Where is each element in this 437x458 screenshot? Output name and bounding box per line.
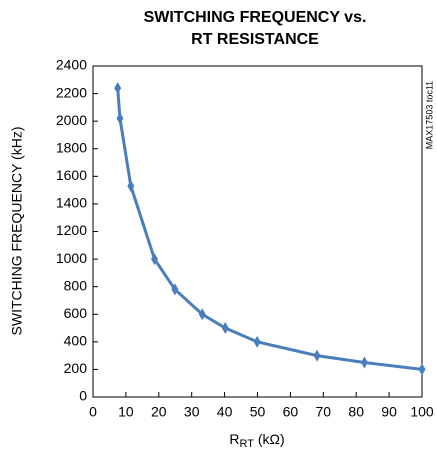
- y-tick-label: 2400: [56, 57, 87, 73]
- x-tick-label: 20: [151, 404, 167, 420]
- chart-title: RT RESISTANCE: [191, 31, 319, 48]
- data-point: [253, 335, 261, 348]
- x-tick-label: 60: [283, 404, 299, 420]
- y-tick-label: 2200: [56, 84, 87, 100]
- y-tick-label: 1000: [56, 250, 87, 266]
- data-point: [221, 322, 229, 335]
- y-tick-label: 1200: [56, 222, 87, 238]
- data-point: [114, 82, 122, 95]
- x-tick-label: 50: [250, 404, 266, 420]
- x-label-sub: RT: [239, 438, 254, 450]
- x-tick-label: 70: [316, 404, 332, 420]
- y-axis-label: SWITCHING FREQUENCY (kHz): [9, 127, 25, 336]
- chart-title: SWITCHING FREQUENCY vs.: [144, 9, 367, 26]
- series-line: [116, 87, 423, 371]
- data-point: [127, 179, 135, 192]
- y-tick-label: 1600: [56, 167, 87, 183]
- y-tick-label: 1800: [56, 139, 87, 155]
- x-label-main: R: [229, 431, 239, 447]
- x-tick-label: 80: [348, 404, 364, 420]
- data-point: [418, 363, 426, 376]
- y-tick-label: 1400: [56, 195, 87, 211]
- x-tick-label: 30: [184, 404, 200, 420]
- y-tick-label: 400: [64, 333, 88, 349]
- y-tick-label: 600: [64, 305, 88, 321]
- x-axis-label: RRT (kΩ): [229, 431, 284, 450]
- data-point: [360, 356, 368, 369]
- data-point: [198, 308, 206, 321]
- x-tick-label: 100: [410, 404, 434, 420]
- data-point: [171, 283, 179, 296]
- y-tick-label: 800: [64, 277, 88, 293]
- plot-frame: [92, 65, 423, 398]
- data-point: [116, 112, 124, 125]
- y-tick-label: 2000: [56, 112, 87, 128]
- data-point: [313, 349, 321, 362]
- x-tick-label: 0: [89, 404, 97, 420]
- x-tick-label: 10: [118, 404, 134, 420]
- x-tick-label: 90: [381, 404, 397, 420]
- side-note: MAX17503 toc11: [424, 81, 434, 149]
- data-point: [151, 253, 159, 266]
- y-tick-label: 200: [64, 360, 88, 376]
- x-tick-label: 40: [217, 404, 233, 420]
- y-tick-label: 0: [79, 388, 87, 404]
- x-label-rest: (kΩ): [254, 431, 285, 447]
